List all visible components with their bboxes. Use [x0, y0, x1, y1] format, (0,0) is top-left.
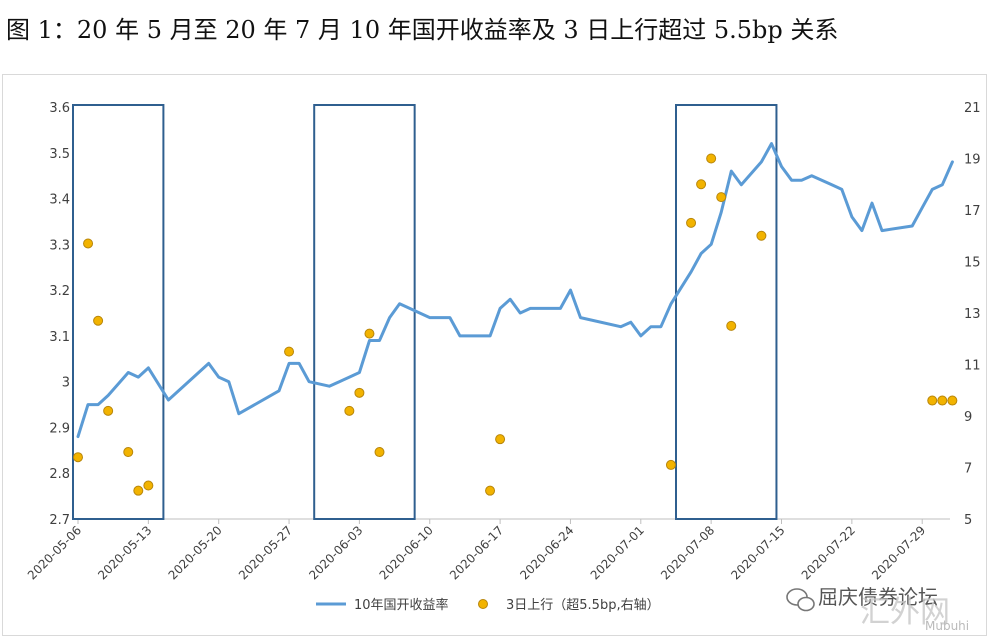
- rise-dot: [696, 179, 707, 190]
- x-tick-label: 2020-05-06: [25, 523, 84, 582]
- x-tick-label: 2020-07-15: [728, 523, 787, 582]
- x-tick-label: 2020-07-01: [588, 523, 647, 582]
- y-right-tick-label: 17: [964, 204, 981, 219]
- rise-dot: [103, 405, 114, 416]
- rise-dot: [937, 395, 948, 406]
- y-right-tick-label: 13: [964, 307, 981, 322]
- x-tick-label: 2020-07-29: [869, 523, 928, 582]
- y-right-tick-label: 5: [964, 513, 972, 528]
- y-right-tick-label: 15: [964, 256, 981, 271]
- x-tick-label: 2020-06-10: [377, 523, 436, 582]
- watermark-account: 屈庆债券论坛: [818, 585, 938, 609]
- y-left-tick-label: 3.3: [49, 238, 70, 253]
- rise-dot: [93, 315, 104, 326]
- rise-dot: [354, 387, 365, 398]
- x-tick-label: 2020-06-24: [517, 523, 576, 582]
- rise-dot: [284, 346, 295, 357]
- x-tick-label: 2020-07-08: [658, 523, 717, 582]
- rise-dot: [73, 452, 83, 463]
- legend-label-dots: 3日上行（超5.5bp,右轴）: [506, 598, 660, 613]
- y-right-tick-label: 19: [964, 153, 981, 168]
- y-left-tick-label: 3.4: [49, 193, 70, 208]
- y-left-tick-label: 2.8: [49, 467, 70, 482]
- rise-dot: [485, 485, 496, 496]
- rise-dot: [706, 153, 717, 164]
- highlight-box: [313, 104, 416, 520]
- rise-dot: [927, 395, 938, 406]
- rise-dot: [756, 230, 767, 241]
- rise-dot: [686, 217, 697, 228]
- x-tick-label: 2020-06-03: [306, 523, 365, 582]
- legend-label-line: 10年国开收益率: [354, 597, 449, 613]
- highlight-box: [72, 104, 165, 520]
- y-left-tick-label: 3.2: [49, 284, 70, 299]
- rise-dot: [123, 447, 134, 458]
- wechat-icon: [786, 588, 815, 612]
- rise-dot: [665, 459, 676, 470]
- x-tick-label: 2020-06-17: [447, 523, 506, 582]
- rise-dot: [143, 480, 154, 491]
- rise-dot: [374, 447, 385, 458]
- y-left-tick-label: 3: [62, 376, 70, 391]
- y-right-tick-label: 21: [964, 101, 981, 116]
- highlight-box: [675, 104, 778, 520]
- rise-dot: [947, 395, 958, 406]
- legend-dot-swatch: [478, 599, 488, 609]
- rise-dot: [133, 485, 144, 496]
- watermark-logo-text: 汇外网: [860, 595, 950, 630]
- watermark-logo-subtext: Mubuhi: [925, 619, 969, 633]
- rise-dot: [364, 328, 375, 339]
- x-tick-label: 2020-05-20: [166, 523, 225, 582]
- rise-dot: [83, 238, 94, 249]
- watermark: 屈庆债券论坛 汇外网 Mubuhi: [786, 585, 969, 633]
- y-left-tick-label: 3.5: [49, 147, 70, 162]
- rise-dot: [495, 434, 506, 445]
- chart-frame: [2, 74, 987, 636]
- yield-line: [76, 142, 954, 439]
- y-left-tick-label: 2.7: [49, 513, 70, 528]
- y-right-tick-label: 11: [964, 359, 981, 374]
- y-left-tick-label: 3.6: [49, 101, 70, 116]
- y-left-tick-label: 2.9: [49, 421, 70, 436]
- x-tick-label: 2020-07-22: [799, 523, 858, 582]
- rise-dot: [716, 192, 727, 203]
- y-right-tick-label: 7: [964, 462, 972, 477]
- rise-dot: [344, 405, 355, 416]
- page-title: 图 1：20 年 5 月至 20 年 7 月 10 年国开收益率及 3 日上行超…: [6, 16, 839, 44]
- rise-dot: [726, 320, 737, 331]
- y-left-tick-label: 3.1: [49, 330, 70, 345]
- x-tick-label: 2020-05-27: [236, 523, 295, 582]
- y-right-tick-label: 9: [964, 410, 972, 425]
- x-tick-label: 2020-05-13: [95, 523, 154, 582]
